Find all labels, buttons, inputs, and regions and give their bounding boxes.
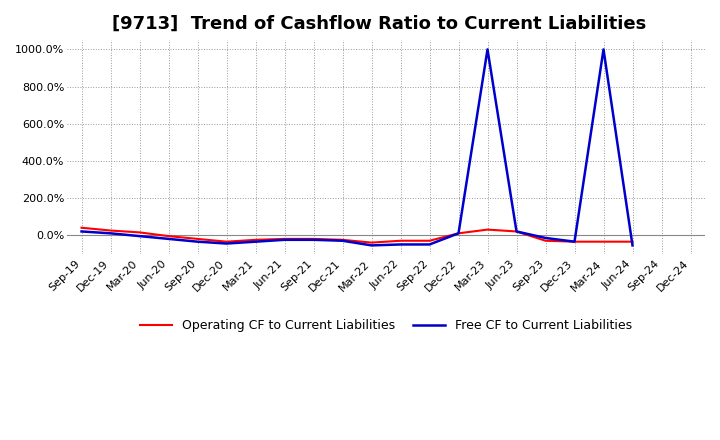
Operating CF to Current Liabilities: [280, 236, 289, 242]
Free CF to Current Liabilities: [107, 231, 115, 236]
Operating CF to Current Liabilities: [251, 237, 260, 242]
Operating CF to Current Liabilities: [164, 234, 173, 239]
Free CF to Current Liabilities: [483, 47, 492, 52]
Operating CF to Current Liabilities: [570, 239, 579, 244]
Free CF to Current Liabilities: [193, 239, 202, 244]
Operating CF to Current Liabilities: [77, 225, 86, 231]
Operating CF to Current Liabilities: [309, 236, 318, 242]
Free CF to Current Liabilities: [367, 243, 376, 248]
Legend: Operating CF to Current Liabilities, Free CF to Current Liabilities: Operating CF to Current Liabilities, Fre…: [135, 314, 636, 337]
Free CF to Current Liabilities: [628, 243, 636, 248]
Operating CF to Current Liabilities: [367, 240, 376, 245]
Operating CF to Current Liabilities: [628, 239, 636, 244]
Free CF to Current Liabilities: [251, 239, 260, 244]
Operating CF to Current Liabilities: [599, 239, 608, 244]
Free CF to Current Liabilities: [222, 241, 231, 246]
Operating CF to Current Liabilities: [338, 237, 347, 242]
Free CF to Current Liabilities: [541, 235, 550, 241]
Free CF to Current Liabilities: [454, 231, 463, 236]
Line: Free CF to Current Liabilities: Free CF to Current Liabilities: [81, 49, 632, 246]
Operating CF to Current Liabilities: [483, 227, 492, 232]
Free CF to Current Liabilities: [426, 242, 434, 247]
Free CF to Current Liabilities: [280, 237, 289, 242]
Operating CF to Current Liabilities: [222, 239, 231, 244]
Operating CF to Current Liabilities: [193, 236, 202, 242]
Text: [9713]  Trend of Cashflow Ratio to Current Liabilities: [9713] Trend of Cashflow Ratio to Curren…: [112, 15, 646, 33]
Operating CF to Current Liabilities: [396, 238, 405, 243]
Free CF to Current Liabilities: [309, 237, 318, 242]
Operating CF to Current Liabilities: [541, 238, 550, 243]
Free CF to Current Liabilities: [570, 239, 579, 244]
Line: Operating CF to Current Liabilities: Operating CF to Current Liabilities: [81, 228, 632, 242]
Operating CF to Current Liabilities: [107, 228, 115, 233]
Operating CF to Current Liabilities: [135, 230, 144, 235]
Operating CF to Current Liabilities: [454, 231, 463, 236]
Free CF to Current Liabilities: [599, 47, 608, 52]
Operating CF to Current Liabilities: [512, 229, 521, 234]
Free CF to Current Liabilities: [396, 242, 405, 247]
Free CF to Current Liabilities: [164, 236, 173, 242]
Free CF to Current Liabilities: [512, 229, 521, 234]
Free CF to Current Liabilities: [77, 229, 86, 234]
Free CF to Current Liabilities: [338, 238, 347, 243]
Free CF to Current Liabilities: [135, 234, 144, 239]
Operating CF to Current Liabilities: [426, 238, 434, 243]
